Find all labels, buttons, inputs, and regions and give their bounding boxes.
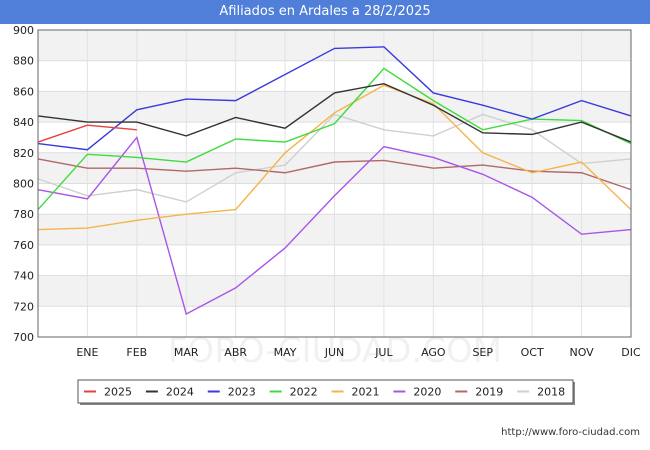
legend-label-2018: 2018 <box>537 386 565 399</box>
legend-label-2023: 2023 <box>228 386 256 399</box>
y-tick-label: 700 <box>13 331 34 344</box>
x-tick-label: MAY <box>274 346 297 359</box>
y-tick-label: 740 <box>13 270 34 283</box>
x-tick-label: ABR <box>224 346 247 359</box>
series-line-2023 <box>37 46 632 151</box>
plot-area-frame <box>37 29 632 338</box>
legend-label-2025: 2025 <box>104 386 132 399</box>
watermark: FORO-CIUDAD.COM <box>168 331 502 371</box>
x-tick-label: MAR <box>174 346 199 359</box>
y-tick-label: 820 <box>13 147 34 160</box>
legend-box <box>77 379 574 404</box>
x-tick-label: DIC <box>621 346 641 359</box>
series-line-2018 <box>37 113 632 203</box>
x-tick-label: OCT <box>521 346 544 359</box>
series-lines <box>37 46 632 315</box>
chart-title: Afiliados en Ardales a 28/2/2025 <box>0 0 650 24</box>
legend-label-2019: 2019 <box>475 386 503 399</box>
legend-label-2021: 2021 <box>352 386 380 399</box>
source-credit: http://www.foro-ciudad.com <box>501 427 640 438</box>
y-tick-label: 780 <box>13 208 34 221</box>
legend-label-2022: 2022 <box>290 386 318 399</box>
x-tick-label: JUL <box>374 346 393 359</box>
x-tick-label: NOV <box>569 346 594 359</box>
x-tick-label: SEP <box>472 346 493 359</box>
y-tick-label: 900 <box>13 24 34 37</box>
x-tick-label: JUN <box>324 346 345 359</box>
y-tick-label: 840 <box>13 116 34 129</box>
y-tick-label: 720 <box>13 300 34 313</box>
y-tick-label: 860 <box>13 85 34 98</box>
y-tick-label: 880 <box>13 55 34 68</box>
series-line-2025 <box>37 124 137 143</box>
series-line-2021 <box>37 84 632 231</box>
y-axis-ticks: 700 720 740 760 780 800 820 840 860 880 900 <box>13 24 34 344</box>
x-tick-label: FEB <box>126 346 147 359</box>
legend-label-2024: 2024 <box>166 386 194 399</box>
y-tick-label: 800 <box>13 178 34 191</box>
x-axis-ticks: ENE FEB MAR ABR MAY JUN JUL AGO SEP OCT NOV DIC <box>76 346 641 359</box>
y-tick-label: 760 <box>13 239 34 252</box>
legend: 2025 2024 2023 2022 2021 2020 2019 2018 <box>77 379 575 405</box>
series-line-2019 <box>37 158 632 191</box>
legend-label-2020: 2020 <box>413 386 441 399</box>
series-line-2020 <box>37 135 632 315</box>
x-tick-label: AGO <box>421 346 446 359</box>
series-line-2024 <box>37 82 632 143</box>
x-tick-label: ENE <box>76 346 98 359</box>
